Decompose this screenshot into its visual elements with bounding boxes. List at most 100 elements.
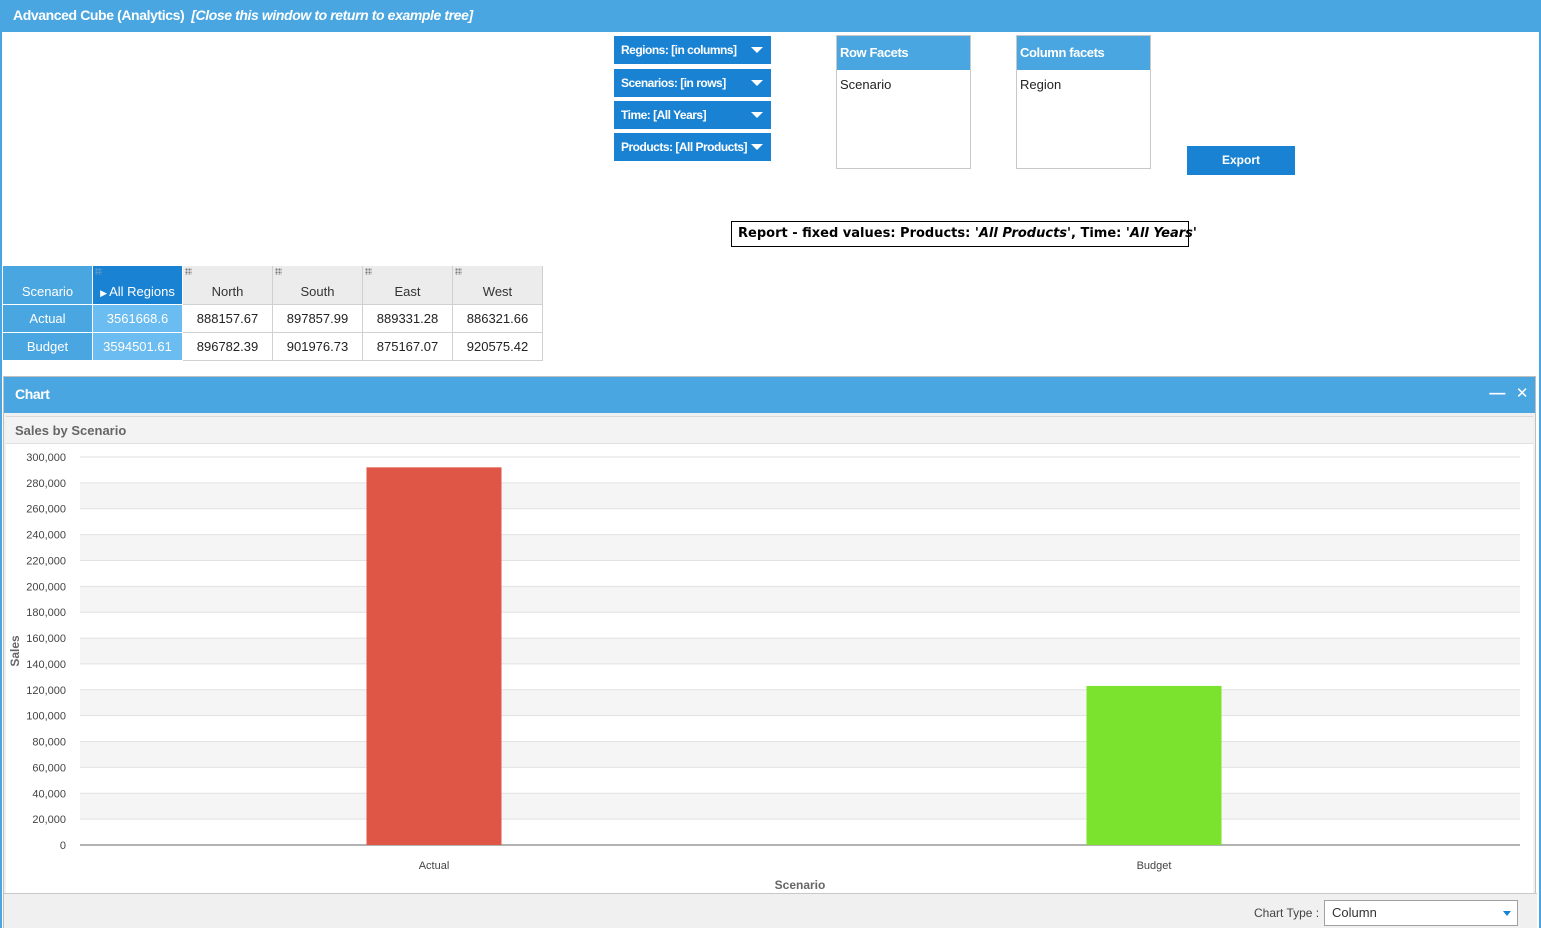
grid-corner-header[interactable]: Scenario [3, 266, 93, 305]
grid-band [80, 638, 1520, 664]
report-time: 'All Years' [1125, 226, 1197, 241]
y-tick-label: 20,000 [32, 814, 66, 826]
column-facets-box: Column facets Region [1016, 35, 1151, 169]
drag-handle-icon[interactable] [455, 268, 462, 275]
grid-column-header-label: North [211, 284, 244, 299]
scenarios-facet-label: Scenarios: [in rows] [621, 76, 726, 90]
y-tick-label: 300,000 [26, 452, 66, 464]
minimize-icon[interactable]: — [1489, 385, 1505, 402]
grid-total-header[interactable]: ▶ All Regions [93, 266, 183, 305]
y-tick-label: 60,000 [32, 762, 66, 774]
regions-facet-label: Regions: [in columns] [621, 43, 737, 57]
chart-type-label: Chart Type : [1254, 906, 1320, 920]
window-frame-right [1539, 32, 1541, 928]
y-tick-label: 280,000 [26, 478, 66, 490]
chart-window: Chart — ✕ Sales by Scenario 0 20,000 40,00… [3, 376, 1537, 928]
grid-column-header-label: East [394, 284, 421, 299]
time-facet-label: Time: [All Years] [621, 108, 707, 122]
report-products: 'All Products' [974, 226, 1072, 241]
column-facet-item-region[interactable]: Region [1020, 77, 1062, 92]
row-facet-item-scenario[interactable]: Scenario [840, 77, 892, 92]
grid-cell[interactable]: 897857.99 [273, 305, 363, 333]
grid-total-cell[interactable]: 3561668.6 [93, 305, 183, 333]
chart-footer: Chart Type : Column [4, 893, 1537, 928]
chevron-down-icon [751, 144, 763, 150]
y-tick-label: 100,000 [26, 711, 66, 723]
column-facets-title: Column facets [1017, 36, 1150, 70]
y-tick-label: 0 [60, 840, 66, 852]
grid-row-header-actual[interactable]: Actual [3, 305, 93, 333]
y-tick-label: 80,000 [32, 737, 66, 749]
chevron-down-icon [751, 80, 763, 86]
grid-row-header-budget[interactable]: Budget [3, 333, 93, 361]
y-axis-title: Sales [8, 635, 22, 667]
y-tick-label: 140,000 [26, 659, 66, 671]
chevron-down-icon [751, 47, 763, 53]
grid-band [80, 482, 1520, 509]
bar-budget [1086, 685, 1222, 845]
x-tick-label: Budget [1137, 860, 1172, 872]
grid-cell[interactable]: 920575.42 [453, 333, 543, 361]
time-facet-dropdown[interactable]: Time: [All Years] [614, 101, 771, 129]
drag-handle-icon[interactable] [185, 268, 192, 275]
y-tick-label: 40,000 [32, 788, 66, 800]
x-axis-title: Scenario [775, 878, 826, 892]
grid-cell[interactable]: 886321.66 [453, 305, 543, 333]
y-tick-label: 200,000 [26, 581, 66, 593]
y-tick-label: 180,000 [26, 607, 66, 619]
products-facet-label: Products: [All Products] [621, 140, 748, 154]
chart-title-band [6, 417, 1533, 444]
grid-column-header-west[interactable]: West [453, 266, 543, 305]
report-fixed-values-label: Report - fixed values: Products: 'All Pr… [731, 221, 1197, 247]
drag-handle-icon[interactable] [275, 268, 282, 275]
scenarios-facet-dropdown[interactable]: Scenarios: [in rows] [614, 69, 771, 97]
grid-band [80, 689, 1520, 716]
regions-facet-dropdown[interactable]: Regions: [in columns] [614, 36, 771, 64]
grid-total-header-label: All Regions [109, 284, 175, 299]
y-tick-label: 260,000 [26, 504, 66, 516]
report-sep: , Time: [1071, 226, 1126, 241]
grid-column-header-south[interactable]: South [273, 266, 363, 305]
drag-handle-icon[interactable] [365, 268, 372, 275]
close-icon[interactable]: ✕ [1515, 385, 1529, 402]
grid-band [80, 534, 1520, 561]
row-facets-box: Row Facets Scenario [836, 35, 971, 169]
bar-actual [366, 467, 502, 845]
window-hint: [Close this window to return to example … [191, 7, 473, 23]
chart-area: Sales by Scenario 0 20,000 40,000 60,000 80,… [6, 416, 1533, 893]
grid-corner-label: Scenario [21, 284, 74, 299]
export-button[interactable]: Export [1187, 146, 1295, 175]
y-tick-label: 240,000 [26, 530, 66, 542]
grid-column-header-label: West [482, 284, 513, 299]
grid-cell[interactable]: 875167.07 [363, 333, 453, 361]
y-tick-label: 120,000 [26, 685, 66, 697]
chart-window-header: Chart — ✕ [4, 377, 1535, 413]
window-titlebar: Advanced Cube (Analytics) [Close this win… [0, 0, 1541, 32]
report-prefix: Report - fixed values: Products: [738, 226, 975, 241]
grid-band [80, 793, 1520, 820]
x-tick-label: Actual [419, 860, 450, 872]
products-facet-dropdown[interactable]: Products: [All Products] [614, 133, 771, 161]
grid-column-header-east[interactable]: East [363, 266, 453, 305]
chart-type-value: Column [1332, 905, 1377, 920]
chart-window-title: Chart [15, 386, 50, 402]
grid-cell[interactable]: 901976.73 [273, 333, 363, 361]
drag-handle-icon[interactable] [95, 268, 102, 275]
grid-cell[interactable]: 889331.28 [363, 305, 453, 333]
grid-column-header-label: South [300, 284, 335, 299]
window-frame-left [0, 32, 2, 928]
grid-band [80, 741, 1520, 768]
grid-cell[interactable]: 896782.39 [183, 333, 273, 361]
row-facets-title: Row Facets [837, 36, 970, 70]
window-title: Advanced Cube (Analytics) [13, 7, 185, 23]
grid-cell[interactable]: 888157.67 [183, 305, 273, 333]
grid-column-header-north[interactable]: North [183, 266, 273, 305]
y-tick-label: 160,000 [26, 633, 66, 645]
chevron-down-icon [751, 112, 763, 118]
chart-type-select[interactable]: Column [1324, 900, 1518, 926]
expand-arrow-icon[interactable]: ▶ [100, 288, 108, 298]
grid-band [80, 586, 1520, 613]
chart-title: Sales by Scenario [15, 423, 127, 438]
grid-total-cell[interactable]: 3594501.61 [93, 333, 183, 361]
